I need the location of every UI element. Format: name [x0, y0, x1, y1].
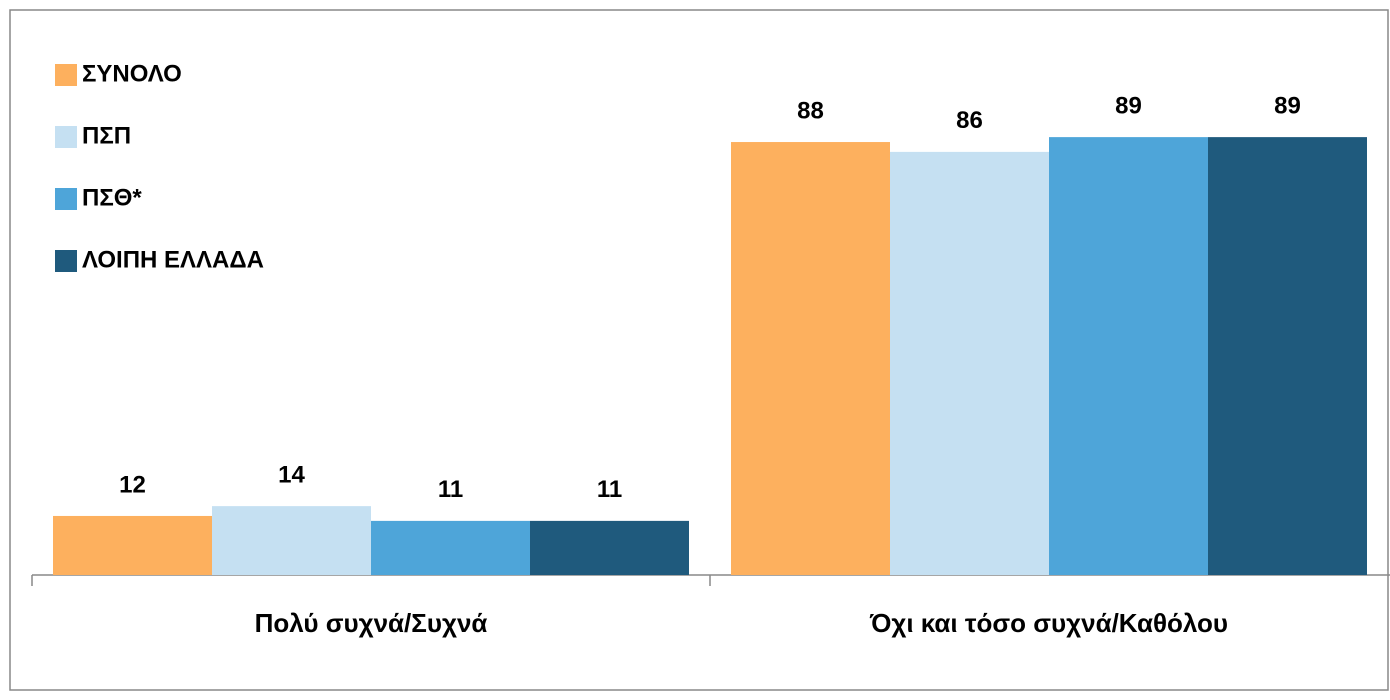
bar [890, 151, 1049, 575]
x-tick-label: Όχι και τόσο συχνά/Καθόλου [869, 608, 1228, 638]
data-label: 89 [1274, 92, 1301, 119]
legend-label: ΠΣΘ* [82, 184, 142, 211]
legend-swatch [55, 250, 77, 272]
bar [1208, 137, 1367, 575]
data-label: 14 [278, 461, 305, 488]
legend-label: ΛΟΙΠΗ ΕΛΛΑΔΑ [82, 246, 264, 273]
data-label: 86 [956, 107, 983, 134]
data-label: 11 [438, 476, 463, 503]
bar [1049, 137, 1208, 575]
bar [371, 520, 530, 575]
bar [731, 142, 890, 576]
legend-swatch [55, 126, 77, 148]
legend-label: ΣΥΝΟΛΟ [82, 60, 182, 87]
legend-swatch [55, 188, 77, 210]
bar [53, 515, 212, 575]
bar [530, 520, 689, 575]
legend-swatch [55, 64, 77, 86]
bar [212, 506, 371, 575]
data-label: 88 [797, 97, 824, 124]
data-label: 12 [119, 471, 146, 498]
data-label: 89 [1115, 92, 1142, 119]
x-tick-label: Πολύ συχνά/Συχνά [255, 608, 488, 638]
data-label: 11 [597, 476, 622, 503]
legend-label: ΠΣΠ [82, 122, 131, 149]
